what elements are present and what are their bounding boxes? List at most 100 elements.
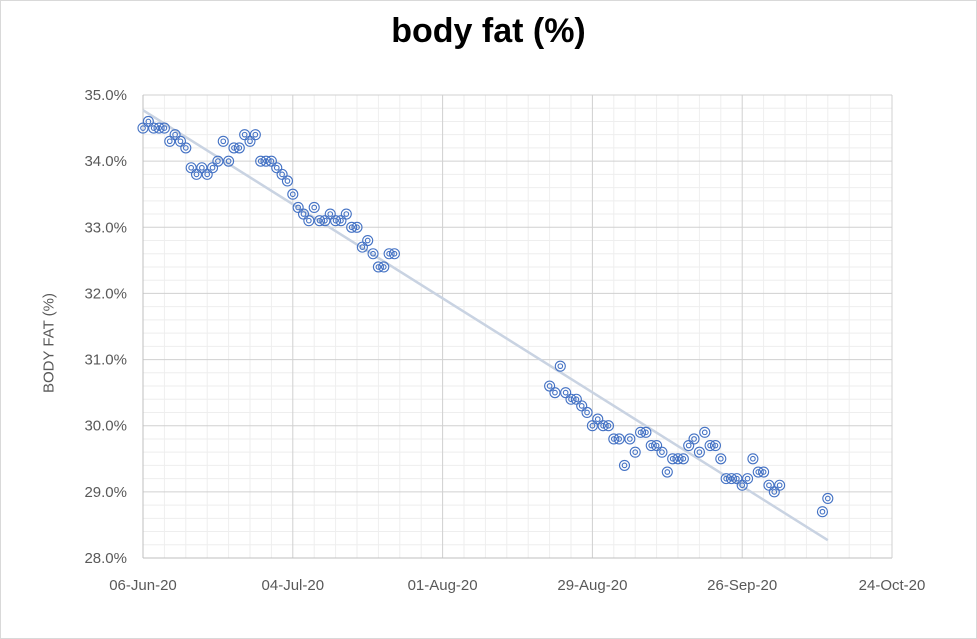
x-tick-label: 06-Jun-20 — [109, 577, 177, 594]
data-point — [276, 168, 288, 180]
axes — [142, 95, 893, 559]
data-point — [207, 162, 219, 174]
data-point — [217, 135, 229, 147]
data-point — [699, 426, 711, 438]
data-point — [634, 426, 647, 438]
data-points — [137, 115, 834, 518]
data-point — [223, 155, 235, 167]
y-tick-label: 28.0% — [84, 550, 127, 567]
data-point — [378, 261, 390, 273]
y-tick-label: 30.0% — [84, 418, 127, 435]
data-point — [715, 453, 727, 465]
data-point — [287, 188, 299, 200]
data-point — [602, 420, 615, 432]
x-tick-label: 26-Sep-20 — [707, 577, 777, 594]
data-point — [137, 122, 149, 134]
data-point — [383, 248, 395, 260]
data-point — [549, 387, 561, 399]
chart-title: body fat (%) — [391, 12, 586, 50]
data-point — [763, 479, 775, 491]
data-point — [190, 168, 203, 180]
data-point — [651, 440, 663, 452]
data-point — [335, 215, 347, 227]
data-point — [586, 420, 598, 432]
data-point — [297, 208, 310, 220]
data-point — [736, 479, 748, 491]
data-point — [565, 393, 577, 405]
x-tick-label: 29-Aug-20 — [557, 577, 627, 594]
y-tick-label: 31.0% — [84, 352, 127, 369]
data-point — [693, 446, 705, 458]
y-tick-label: 32.0% — [84, 285, 127, 302]
data-point — [597, 420, 609, 432]
data-point — [752, 466, 764, 478]
data-point — [244, 135, 256, 147]
data-point — [319, 215, 331, 227]
y-tick-labels: 28.0% 29.0% 30.0% 31.0% 32.0% 33.0% 34.0% 35.0% — [84, 87, 127, 567]
major-gridlines — [143, 94, 892, 558]
data-point — [388, 248, 401, 260]
data-point — [313, 215, 326, 227]
data-point — [747, 453, 759, 465]
y-tick-label: 29.0% — [84, 484, 127, 501]
data-point — [340, 208, 352, 220]
y-tick-label: 35.0% — [84, 87, 127, 104]
y-tick-label: 34.0% — [84, 153, 127, 170]
data-point — [153, 122, 165, 134]
data-point — [608, 433, 620, 445]
data-point — [308, 201, 320, 213]
data-point — [688, 433, 700, 445]
data-point — [265, 155, 277, 167]
data-point — [656, 446, 668, 458]
data-point — [356, 241, 368, 253]
data-point — [249, 129, 261, 141]
y-tick-label: 33.0% — [84, 219, 127, 236]
data-point — [196, 162, 208, 174]
x-tick-label: 01-Aug-20 — [408, 577, 478, 594]
data-point — [822, 492, 834, 505]
data-point — [180, 142, 192, 154]
data-point — [351, 221, 363, 233]
data-point — [816, 506, 829, 518]
data-point — [581, 406, 593, 419]
data-point — [774, 479, 786, 491]
data-point — [228, 142, 240, 154]
data-point — [260, 155, 272, 167]
data-point — [704, 440, 716, 452]
data-point — [709, 440, 722, 452]
data-point — [239, 129, 251, 141]
trendline — [142, 109, 829, 542]
data-point — [560, 387, 572, 399]
data-point — [576, 400, 588, 412]
data-point — [233, 142, 245, 154]
data-point — [292, 201, 304, 213]
data-point — [554, 360, 566, 372]
data-point — [629, 446, 641, 458]
data-point — [271, 162, 283, 174]
data-point — [169, 129, 181, 141]
data-point — [185, 162, 197, 174]
data-point — [201, 168, 213, 180]
x-tick-labels: 06-Jun-20 04-Jul-20 01-Aug-20 29-Aug-20 26-S… — [109, 577, 925, 594]
data-point — [281, 175, 294, 187]
data-point — [346, 221, 358, 233]
data-point — [164, 135, 176, 147]
x-tick-label: 04-Jul-20 — [262, 577, 325, 594]
data-point — [544, 380, 556, 392]
data-point — [768, 486, 780, 498]
data-point — [725, 473, 738, 485]
data-point — [613, 433, 625, 445]
data-point — [758, 466, 770, 478]
data-point — [570, 393, 582, 405]
data-point — [618, 459, 631, 471]
data-point — [303, 215, 315, 227]
data-point — [661, 466, 673, 478]
data-point — [330, 215, 342, 227]
data-point — [592, 413, 604, 425]
data-point — [667, 453, 679, 465]
data-point — [362, 234, 374, 247]
minor-gridlines — [143, 95, 892, 558]
data-point — [624, 433, 636, 445]
data-point — [677, 453, 689, 465]
